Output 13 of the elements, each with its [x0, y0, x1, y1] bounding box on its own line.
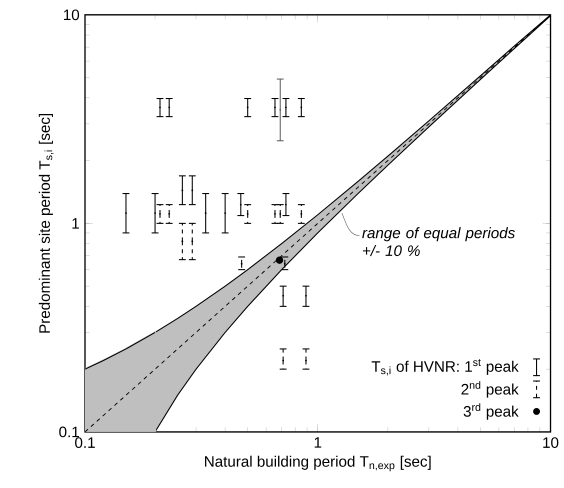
legend-label: 3$^{rd}$ peak: [464, 403, 519, 420]
legend-label: 1$^{st}$ peak: [465, 358, 519, 375]
x-tick-label: 0.1: [75, 437, 95, 448]
annotation: range of equal periods +/- 10 %: [362, 227, 515, 256]
y-tick-label: 10: [64, 9, 80, 20]
y-axis-title: Predominant site period T$_{s,i}$ [sec]: [38, 114, 54, 333]
legend-label: 2$^{nd}$ peak: [461, 380, 519, 398]
y-tick-label: 0.1: [59, 426, 79, 438]
x-tick-label: 1: [314, 437, 322, 448]
x-axis-title: Natural building period T$_{n,exp}$ [sec]: [205, 456, 431, 472]
x-tick-label: 10: [543, 437, 558, 448]
legend-title: T$_{s,i}$ of HVNR:: [372, 360, 459, 376]
y-tick-label: 1: [72, 218, 79, 228]
